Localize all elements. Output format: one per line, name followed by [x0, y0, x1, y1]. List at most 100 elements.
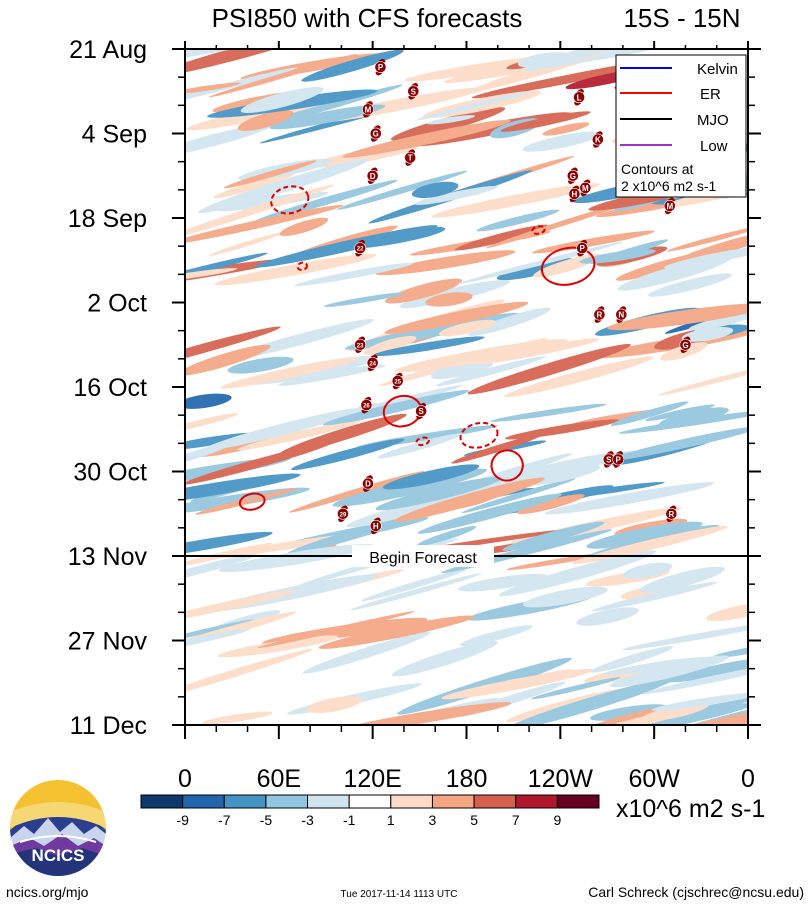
field-streak [185, 184, 334, 242]
field-streak [609, 655, 730, 688]
colorbar-swatch [348, 794, 392, 809]
storm-icon [615, 308, 628, 321]
field-streak [504, 419, 620, 440]
forecast-label: Begin Forecast [369, 550, 477, 567]
field-streak [391, 640, 498, 677]
storm-label: G [682, 341, 688, 350]
field-streak [288, 471, 425, 513]
field-streak [185, 619, 254, 644]
field-streak [375, 476, 502, 511]
x-tick-label: 60E [257, 765, 301, 793]
field-streak [498, 550, 657, 597]
storm-icon [579, 181, 592, 194]
logo-text: NCICS [32, 846, 85, 865]
storm-marker: G [679, 336, 692, 354]
er-contour-negative [531, 225, 546, 235]
colorbar-label: 5 [470, 812, 478, 828]
storm-marker: H [369, 517, 382, 535]
storm-marker: D [366, 167, 379, 185]
storm-marker: K [591, 131, 604, 148]
legend-box [615, 54, 747, 198]
y-tick-label: 18 Sep [68, 205, 147, 233]
field-streak [706, 603, 748, 622]
field-streak [712, 644, 748, 658]
storm-marker: R [593, 306, 606, 323]
storm-marker: M [579, 179, 592, 197]
field-streak [253, 179, 398, 223]
storm-label: D [365, 480, 371, 489]
field-streak [404, 55, 556, 82]
field-streak [607, 303, 748, 331]
legend-note-line2: 2 x10^6 m2 s-1 [621, 178, 716, 194]
field-streak [657, 362, 748, 396]
footer-right: Carl Schreck (cjschrec@ncsu.edu) [588, 884, 804, 900]
x-tick-label: 120W [528, 765, 594, 793]
field-streak [301, 49, 404, 82]
colorbar-label: 3 [429, 812, 437, 828]
storm-marker: P [576, 239, 589, 257]
field-streak [454, 224, 548, 251]
storm-icon [362, 103, 374, 116]
field-streak [431, 361, 493, 379]
storm-label: S [418, 407, 424, 416]
colorbar-swatch [140, 794, 184, 809]
field-streak [318, 615, 475, 649]
field-streak [350, 573, 482, 611]
colorbar-label: 1 [387, 812, 395, 828]
field-streak [542, 122, 590, 136]
field-streak [639, 566, 725, 593]
field-streak [384, 301, 529, 334]
colorbar-label: 7 [512, 812, 520, 828]
field-streak [342, 119, 511, 158]
field-streak [185, 554, 257, 585]
storm-marker: S [407, 82, 420, 100]
field-streak [185, 393, 232, 409]
storm-icon [566, 169, 579, 182]
field-streak [532, 230, 655, 254]
field-streak [287, 516, 414, 555]
colorbar-swatch [390, 794, 433, 809]
legend: Kelvin ER MJO Low Contours at 2 x10^6 m2… [615, 54, 747, 198]
storm-marker: H [568, 185, 581, 203]
colorbar-swatch [556, 794, 600, 809]
field-streak [460, 625, 533, 647]
field-streak [185, 82, 241, 95]
colorbar-swatch [473, 794, 517, 809]
field-streak [306, 696, 363, 714]
field-streak [185, 531, 273, 559]
field-streak [237, 110, 294, 131]
chart-title: PSI850 with CFS forecasts [212, 3, 523, 33]
storm-marker: T [404, 149, 417, 166]
field-streak [461, 478, 576, 514]
storm-icon [362, 477, 374, 490]
field-streak [390, 107, 506, 141]
field-streak [618, 409, 748, 434]
storm-marker: 23 [354, 336, 367, 354]
colorbar-label: -1 [343, 812, 356, 828]
storm-marker: G [566, 167, 579, 185]
field-streak [681, 326, 734, 342]
field-streak [185, 413, 238, 433]
field-streak [195, 488, 298, 515]
field-streak [441, 668, 594, 700]
er-contour-positive [540, 246, 596, 286]
storm-label: G [373, 130, 379, 139]
field-streak [504, 356, 654, 398]
er-contour-negative [270, 185, 310, 215]
storm-label: 23 [357, 343, 364, 349]
storm-marker: 25 [391, 372, 404, 390]
x-tick-label: 60W [628, 765, 680, 793]
field-streak [416, 526, 477, 547]
field-streak [688, 313, 748, 331]
field-streak [185, 442, 333, 485]
storm-icon [360, 399, 373, 412]
field-streak [622, 562, 673, 579]
field-streak [648, 273, 732, 297]
field-streak [202, 711, 273, 725]
field-streak [607, 426, 748, 462]
field-streak [500, 111, 591, 132]
footer-center: Tue 2017-11-14 1113 UTC [341, 889, 458, 900]
colorbar-label: 9 [553, 812, 561, 828]
